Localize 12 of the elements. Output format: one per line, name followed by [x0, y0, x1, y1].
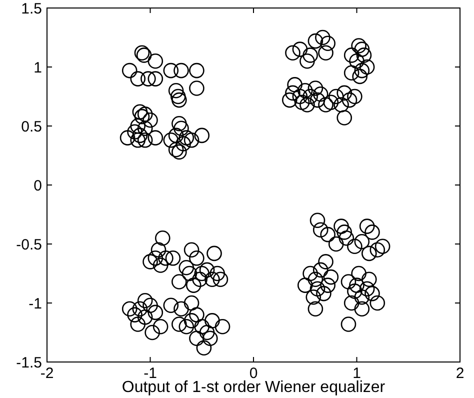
x-tick-label: -2: [40, 365, 54, 382]
y-tick-label: 1.5: [21, 0, 42, 18]
y-tick-label: 1: [34, 59, 42, 76]
x-axis-title: Output of 1-st order Wiener equalizer: [122, 379, 386, 396]
y-tick-label: -1: [28, 295, 42, 312]
y-tick-label: 0: [34, 177, 42, 194]
y-tick-label: 0.5: [21, 118, 42, 136]
y-tick-label: -1.5: [16, 354, 42, 372]
x-tick-label: 0: [249, 365, 258, 382]
y-tick-label: -0.5: [16, 236, 42, 254]
x-tick-label: 2: [456, 365, 464, 382]
x-tick-label: -1: [144, 365, 157, 382]
